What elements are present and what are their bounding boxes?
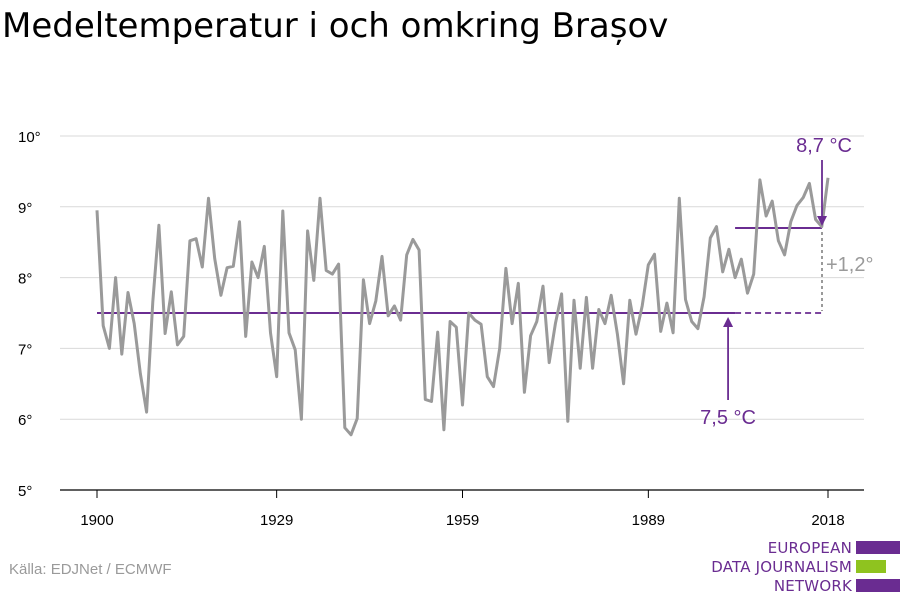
annotations-group: 8,7 °C 7,5 °C +1,2° (700, 135, 873, 429)
y-tick-label: 7° (18, 341, 32, 358)
gridlines (60, 135, 864, 420)
y-tick-label: 8° (18, 271, 32, 288)
series-line-temperature (95, 177, 830, 437)
y-tick-label: 9° (18, 200, 32, 217)
y-tick-label: 6° (18, 412, 32, 429)
y-tick-label: 10° (18, 129, 41, 146)
logo-bar-bottom (856, 579, 900, 592)
x-axis: 1900 1929 1959 1989 2018 (60, 489, 864, 529)
x-tick-label: 2018 (811, 512, 844, 529)
x-tick-label: 1989 (632, 512, 665, 529)
logo-bar-middle (856, 560, 886, 573)
y-tick-label: 5° (18, 483, 32, 500)
difference-label: +1,2° (826, 254, 873, 276)
logo-line-data-journalism: DATA JOURNALISM (711, 558, 852, 576)
x-tick-label: 1900 (80, 512, 113, 529)
edjnet-logo[interactable]: EUROPEAN DATA JOURNALISM NETWORK (700, 539, 900, 599)
y-axis-ticks: 5° 6° 7° 8° 9° 10° (18, 129, 41, 500)
logo-line-european: EUROPEAN (767, 539, 852, 557)
baseline-label: 7,5 °C (700, 407, 756, 429)
source-note: Källa: EDJNet / ECMWF (9, 561, 172, 578)
logo-bar-top (856, 541, 900, 554)
chart-title: Medeltemperatur i och omkring Brașov (2, 6, 669, 46)
recent-arrow-head (817, 216, 827, 227)
baseline-arrow-head (723, 317, 734, 327)
x-tick-label: 1929 (260, 512, 293, 529)
x-tick-label: 1959 (446, 512, 479, 529)
recent-average-label: 8,7 °C (796, 135, 852, 157)
series-group (95, 177, 830, 437)
logo-line-network: NETWORK (773, 577, 852, 595)
